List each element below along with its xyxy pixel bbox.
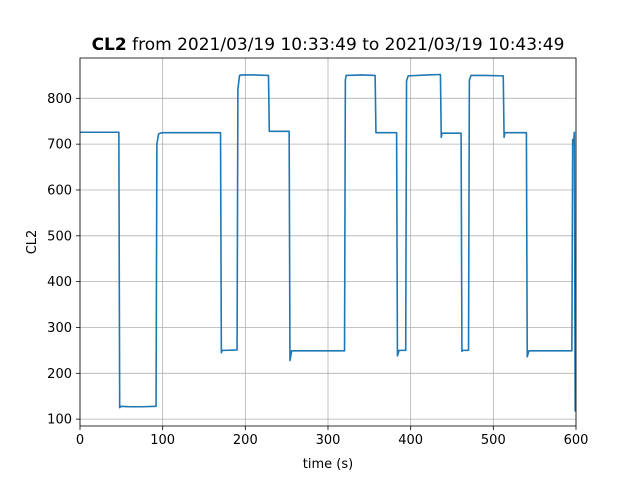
y-tick-label: 100 — [47, 413, 72, 428]
y-tick-label: 700 — [47, 138, 72, 153]
series-line-0 — [80, 73, 576, 412]
y-tick-label: 500 — [47, 229, 72, 244]
y-tick-label: 300 — [47, 321, 72, 336]
tick-layer: 0 100 200 300 400 500 600 100 200 300 400 500 600 700… — [47, 92, 588, 448]
y-axis-label: CL2 — [25, 230, 40, 255]
x-tick-label: 500 — [481, 433, 506, 448]
series-layer — [80, 73, 576, 412]
y-tick-label: 800 — [47, 92, 72, 107]
chart-title: CL2 from 2021/03/19 10:33:49 to 2021/03/… — [92, 35, 565, 55]
x-tick-label: 0 — [76, 433, 84, 448]
x-tick-label: 200 — [233, 433, 258, 448]
chart-title-rest: from 2021/03/19 10:33:49 to 2021/03/19 1… — [127, 35, 565, 55]
chart-title-bold: CL2 — [92, 35, 127, 55]
x-tick-label: 400 — [398, 433, 423, 448]
grid — [79, 58, 577, 426]
y-tick-label: 200 — [47, 367, 72, 382]
y-tick-label: 600 — [47, 183, 72, 198]
x-tick-label: 600 — [564, 433, 589, 448]
x-tick-label: 300 — [316, 433, 341, 448]
x-axis-label: time (s) — [303, 457, 353, 472]
y-tick-label: 400 — [47, 275, 72, 290]
x-tick-label: 100 — [150, 433, 175, 448]
